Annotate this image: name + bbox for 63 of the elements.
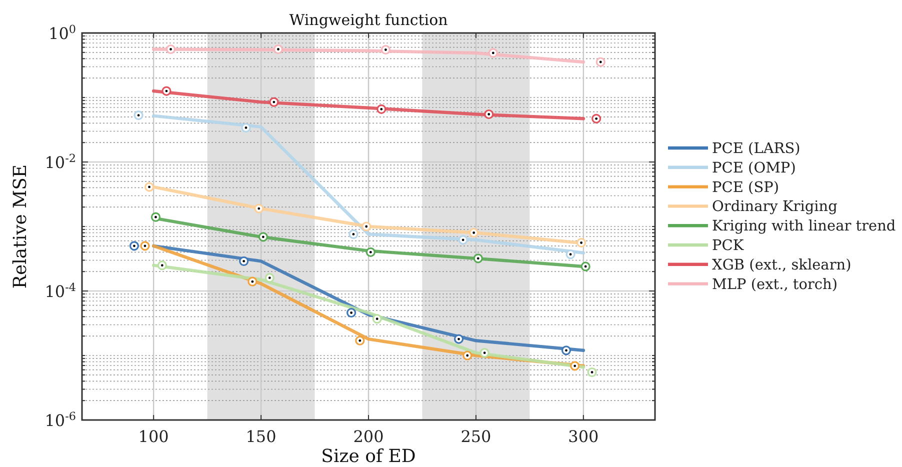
legend-label: PCE (OMP) (712, 160, 796, 176)
legend-label: Ordinary Kriging (712, 199, 838, 216)
point (241, 122, 251, 133)
point (469, 228, 479, 238)
point (576, 238, 586, 248)
point (346, 308, 356, 318)
legend-label: PCE (LARS) (712, 141, 800, 157)
point (372, 314, 382, 324)
point (570, 361, 580, 371)
y-tick-label: 10$^{-2}$ (44, 152, 76, 172)
point (355, 336, 365, 346)
line-series (152, 89, 586, 120)
line-series (152, 48, 586, 64)
legend-label: MLP (ext., torch) (712, 276, 838, 293)
chart-title: Wingweight function (289, 11, 448, 29)
point (462, 350, 472, 360)
point (150, 212, 161, 222)
point (348, 229, 358, 239)
point (376, 104, 386, 114)
y-tick-label: 10$^{0}$ (48, 22, 76, 43)
point (458, 235, 468, 245)
legend-label: XGB (ext., sklearn) (712, 257, 852, 274)
point (144, 182, 154, 192)
point (129, 241, 140, 251)
point (561, 346, 572, 356)
x-tick-label: 100 (138, 427, 169, 446)
y-axis-title: Relative MSE (10, 164, 31, 289)
point (473, 254, 483, 264)
point (366, 247, 376, 257)
point (587, 367, 597, 378)
y-tick-label: 10$^{-6}$ (44, 410, 76, 430)
point (248, 276, 258, 286)
point (596, 57, 606, 67)
line-series (152, 264, 586, 369)
point (454, 334, 464, 344)
legend-label: Kriging with linear trend (712, 218, 896, 235)
point (488, 48, 498, 58)
point (140, 241, 150, 251)
point (162, 86, 172, 96)
point (580, 262, 590, 272)
point (157, 260, 167, 270)
point (134, 110, 144, 120)
point (592, 114, 602, 124)
legend-label: PCK (712, 238, 745, 254)
point (258, 232, 268, 242)
x-tick-label: 250 (460, 427, 492, 446)
point (362, 222, 372, 232)
y-tick-label: 10$^{-4}$ (44, 280, 76, 301)
point (239, 256, 249, 266)
point (254, 204, 264, 214)
point (484, 109, 494, 120)
point (269, 97, 279, 107)
point (566, 250, 576, 260)
point (380, 44, 390, 55)
x-tick-label: 150 (246, 427, 276, 446)
point (264, 273, 274, 283)
legend-label: PCE (SP) (712, 180, 780, 196)
point (273, 44, 284, 54)
point (480, 348, 490, 358)
x-axis-title: Size of ED (321, 446, 416, 467)
x-tick-label: 200 (353, 427, 384, 446)
x-tick-label: 300 (568, 427, 599, 446)
point (166, 44, 176, 54)
